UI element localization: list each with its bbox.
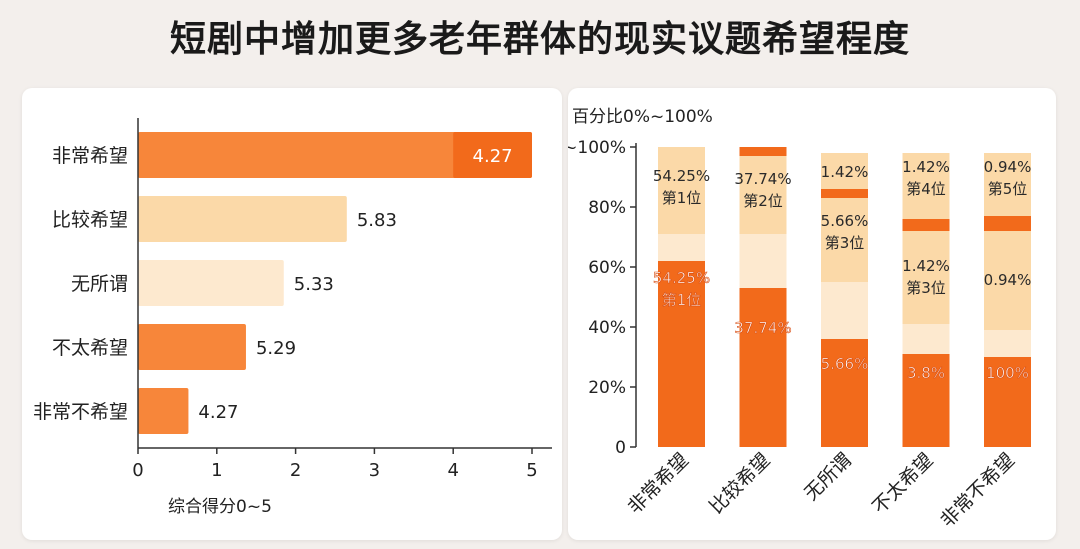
segment-label: 3.8% [907,364,945,382]
stacked-segment [902,324,950,354]
bar-value-label: 5.29 [256,338,296,359]
segment-label: 5.66% [821,355,869,373]
stacked-segment [658,234,705,261]
page-title: 短剧中增加更多老年群体的现实议题希望程度 [169,19,910,60]
segment-label: 1.42% [902,257,950,275]
category-label: 非常希望 [52,145,128,167]
segment-label: 第1位 [662,291,702,309]
stacked-segment [902,354,950,447]
stacked-segment [902,153,950,219]
bar-value-label: 4.27 [473,146,513,167]
x-tick-label: 1 [211,460,222,481]
x-tick-label: 非常不希望 [936,449,1019,532]
y-tick-label: 60% [588,258,626,278]
x-tick-label: 非常希望 [624,449,693,518]
x-tick-label: 0 [132,460,143,481]
bar-value-label: 5.83 [357,210,397,231]
segment-label: 37.74% [734,319,791,337]
segment-label: 5.66% [821,212,869,230]
category-label: 非常不希望 [33,401,128,423]
segment-label: 第4位 [906,180,946,198]
bar [138,388,189,434]
bar [138,132,532,178]
x-tick-label: 比较希望 [705,449,774,518]
bar-value-label: 5.33 [294,274,334,295]
x-tick-label: 4 [447,460,458,481]
stacked-segment [658,147,705,234]
x-tick-label: 无所谓 [800,449,856,505]
segment-label: 第3位 [825,234,865,252]
stacked-segment [821,189,868,198]
segment-label: 54.25% [653,269,710,287]
bar [138,324,246,370]
stacked-segment [984,231,1031,330]
stacked-segment [984,357,1031,447]
x-tick-label: 5 [526,460,537,481]
x-tick-label: 不太希望 [868,449,937,518]
category-label: 比较希望 [52,209,128,231]
right-chart-panel: 百分比0%~100% 0 20% 40% 60% 80% ~100% 54.25% 第1位 5… [563,88,1056,540]
stacked-segment [821,339,868,447]
y-tick-label: 20% [588,378,626,398]
bar-value-label: 4.27 [198,402,238,423]
segment-label: 100% [986,364,1029,382]
y-tick-label: 80% [588,198,626,218]
x-tick-label: 3 [369,460,380,481]
segment-label: 54.25% [653,167,710,185]
stacked-segment [739,234,787,288]
x-tick-label: 2 [290,460,301,481]
bar [138,196,347,242]
bar-highlight [453,132,532,178]
stacked-segment [821,198,868,282]
stacked-segment [821,282,868,339]
stacked-segment [739,156,787,234]
segment-label: 37.74% [734,170,791,188]
stacked-segment [821,153,868,189]
stacked-bar-chart: 百分比0%~100% 0 20% 40% 60% 80% ~100% 54.25% 第1位 5… [563,107,1032,532]
left-chart-panel: 非常希望 4.27 比较希望 5.83 无所谓 5.33 不太希望 5.29 非常不希望 4.27… [22,88,562,540]
segment-label: 第3位 [906,279,946,297]
y-tick-label: 0 [615,438,626,458]
stacked-segment [902,231,950,324]
category-label: 不太希望 [52,337,128,359]
bar [138,260,284,306]
x-axis-title: 综合得分0~5 [168,497,272,517]
segment-label: 0.94% [984,158,1032,176]
stacked-segment [739,147,787,156]
horizontal-bar-chart: 非常希望 4.27 比较希望 5.83 无所谓 5.33 不太希望 5.29 非常不希望 4.27… [33,118,552,517]
segment-label: 第1位 [662,189,702,207]
segment-label: 1.42% [821,163,869,181]
stacked-segment [902,219,950,231]
segment-label: 1.42% [902,158,950,176]
stacked-segment [739,288,787,447]
y-tick-label: 40% [588,318,626,338]
segment-label: 第5位 [988,180,1028,198]
stacked-segment [658,261,705,447]
segment-label: 0.94% [984,271,1032,289]
y-tick-label: ~100% [568,138,626,158]
stacked-segment [984,216,1031,231]
y-axis-title: 百分比0%~100% [572,107,713,127]
stacked-segment [984,330,1031,357]
stacked-segment [984,153,1031,216]
segment-label: 第2位 [743,192,783,210]
category-label: 无所谓 [71,273,128,295]
